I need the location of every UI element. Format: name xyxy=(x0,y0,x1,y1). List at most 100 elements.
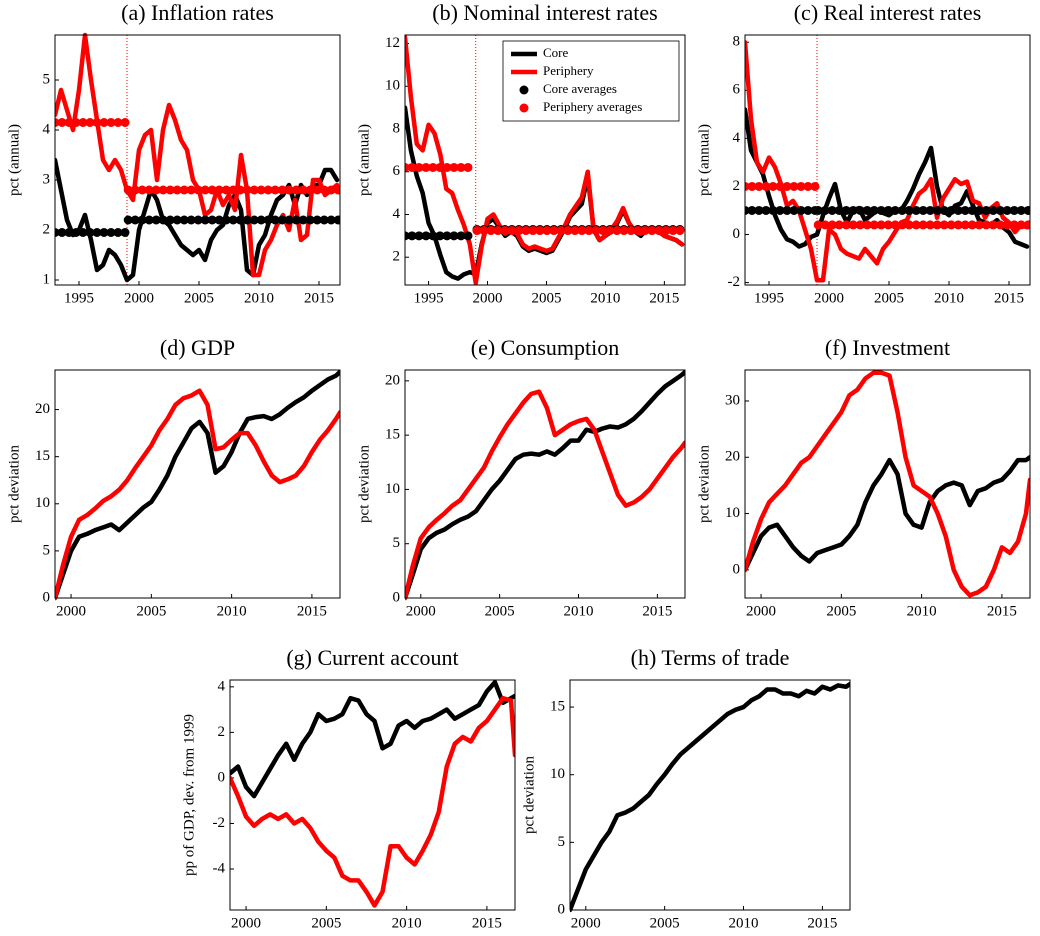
x-tick-label: 2000 xyxy=(406,603,436,619)
y-tick-label: 6 xyxy=(393,163,401,179)
y-tick-label: 10 xyxy=(550,766,565,782)
x-tick-label: 2000 xyxy=(56,603,86,619)
series-line xyxy=(405,105,685,281)
y-tick-label: 20 xyxy=(725,449,740,465)
x-tick-label: 2010 xyxy=(729,915,759,931)
x-tick-label: 2000 xyxy=(231,915,261,931)
y-tick-label: 30 xyxy=(725,392,740,408)
y-tick-label: 15 xyxy=(35,448,50,464)
y-tick-label: 0 xyxy=(558,901,566,917)
x-tick-label: 2010 xyxy=(934,290,964,306)
series-group xyxy=(570,681,850,913)
panel: (h) Terms of trade pct deviation 2000 2005 2… xyxy=(521,645,851,931)
x-tick-label: 2000 xyxy=(473,290,503,306)
y-tick-label: 15 xyxy=(385,427,400,443)
legend-label: Periphery xyxy=(543,63,594,78)
y-tick-label: 0 xyxy=(43,589,51,605)
legend-marker xyxy=(519,85,529,95)
series-line xyxy=(55,369,340,601)
x-tick-label: 2015 xyxy=(994,290,1024,306)
x-tick-label: 2005 xyxy=(184,290,214,306)
x-tick-label: 2015 xyxy=(649,290,679,306)
series-line xyxy=(230,680,515,799)
y-axis-label: pct deviation xyxy=(356,445,372,523)
x-tick-label: 1995 xyxy=(754,290,784,306)
y-tick-label: 5 xyxy=(558,834,566,850)
series-group xyxy=(405,34,685,286)
y-tick-label: 2 xyxy=(43,221,51,237)
x-tick-label: 2010 xyxy=(244,290,274,306)
y-axis-label: pp of GDP, dev. from 1999 xyxy=(181,714,197,876)
y-tick-label: 5 xyxy=(43,542,51,558)
y-tick-label: 5 xyxy=(393,535,401,551)
x-tick-label: 2005 xyxy=(826,603,856,619)
series-line xyxy=(405,389,685,601)
series-group xyxy=(55,369,340,601)
legend-label: Core averages xyxy=(543,81,617,96)
y-axis-label: pct (annual) xyxy=(696,124,712,196)
x-tick-label: 2015 xyxy=(642,603,672,619)
x-tick-label: 2005 xyxy=(650,915,680,931)
y-tick-label: 8 xyxy=(393,120,401,136)
y-tick-label: 4 xyxy=(218,678,226,694)
series-group xyxy=(230,680,515,908)
y-tick-label: 4 xyxy=(43,121,51,137)
panel-title: (h) Terms of trade xyxy=(631,645,790,670)
x-tick-label: 2000 xyxy=(571,915,601,931)
y-tick-label: 0 xyxy=(393,589,401,605)
y-tick-label: 0 xyxy=(733,561,741,577)
y-axis-label: pct (annual) xyxy=(356,124,372,196)
series-group xyxy=(55,32,340,283)
x-tick-label: 2005 xyxy=(874,290,904,306)
x-tick-label: 2015 xyxy=(304,290,334,306)
y-tick-label: 10 xyxy=(35,495,50,511)
panel-title: (g) Current account xyxy=(286,645,458,670)
axes-frame xyxy=(229,679,516,911)
y-tick-label: -2 xyxy=(213,815,226,831)
y-axis-label: pct deviation xyxy=(6,445,22,523)
x-tick-label: 2005 xyxy=(485,603,515,619)
panel-title: (f) Investment xyxy=(825,335,950,360)
y-tick-label: 6 xyxy=(733,82,741,98)
x-tick-label: 2010 xyxy=(564,603,594,619)
average-line xyxy=(55,215,340,237)
series-line xyxy=(570,681,850,913)
x-tick-label: 2005 xyxy=(311,915,341,931)
x-tick-label: 2005 xyxy=(136,603,166,619)
axes-frame xyxy=(404,369,686,599)
y-tick-label: -2 xyxy=(728,274,741,290)
axes-frame xyxy=(404,34,686,286)
average-line xyxy=(55,118,340,195)
x-tick-label: 2000 xyxy=(124,290,154,306)
series-line xyxy=(405,369,685,601)
x-tick-label: 2015 xyxy=(987,603,1017,619)
y-tick-label: 3 xyxy=(43,171,51,187)
x-tick-label: 2015 xyxy=(807,915,837,931)
y-tick-label: 2 xyxy=(393,249,401,265)
x-tick-label: 2015 xyxy=(472,915,502,931)
y-tick-label: 4 xyxy=(733,130,741,146)
y-tick-label: 20 xyxy=(385,372,400,388)
panel-title: (e) Consumption xyxy=(471,335,620,360)
x-tick-label: 2015 xyxy=(297,603,327,619)
panel: (g) Current account pp of GDP, dev. from … xyxy=(181,645,516,931)
y-tick-label: 20 xyxy=(35,401,50,417)
series-line xyxy=(745,39,1030,283)
y-tick-label: 10 xyxy=(725,505,740,521)
y-axis-label: pct (annual) xyxy=(6,124,22,196)
series-group xyxy=(405,369,685,601)
panel-title: (a) Inflation rates xyxy=(121,0,274,25)
panel-title: (b) Nominal interest rates xyxy=(432,0,657,25)
legend-label: Core xyxy=(543,45,569,60)
y-axis-label: pct deviation xyxy=(696,445,712,523)
series-line xyxy=(230,695,515,908)
axes-frame xyxy=(54,369,341,599)
panel: (c) Real interest rates pct (annual) 1995 2… xyxy=(696,0,1031,306)
series-line xyxy=(55,388,340,601)
panel: (b) Nominal interest rates pct (annual) 19… xyxy=(356,0,686,306)
series-line xyxy=(745,370,1030,598)
